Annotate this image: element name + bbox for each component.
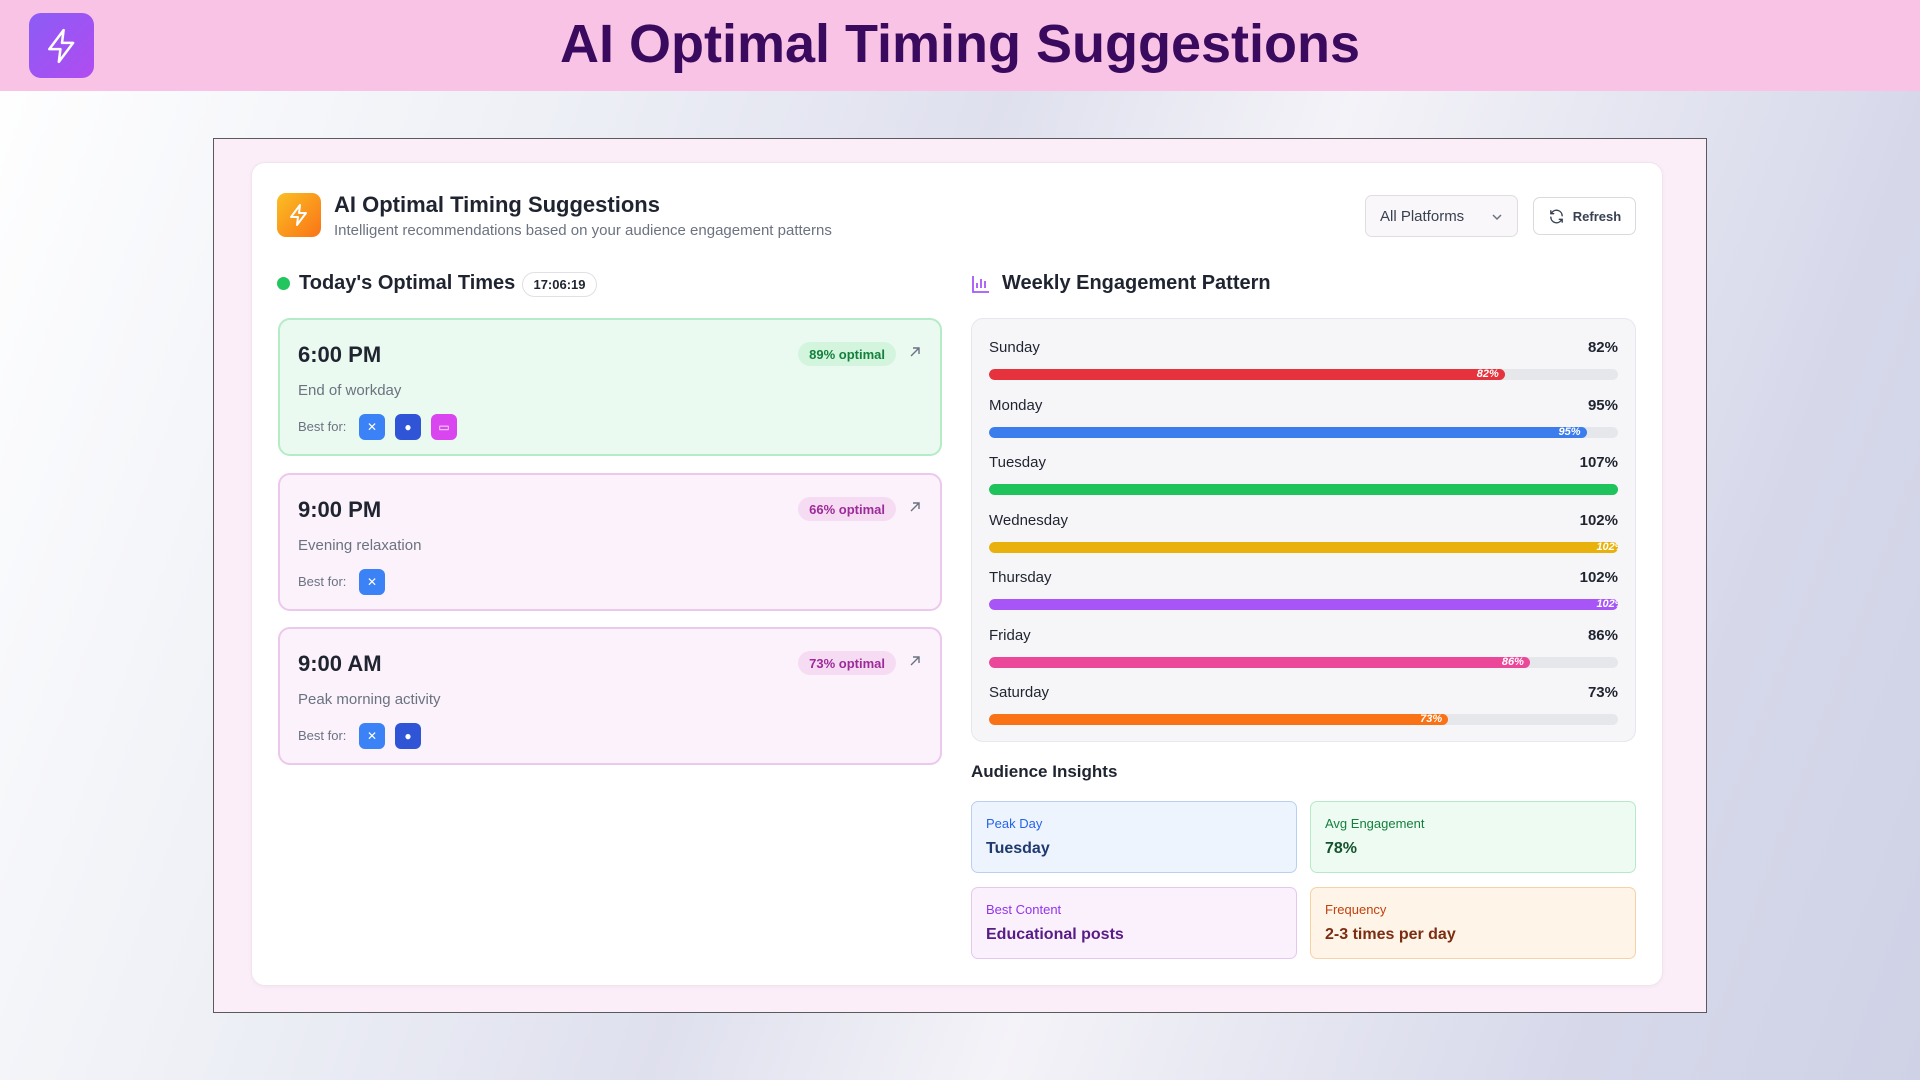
bar-track: 102% — [989, 599, 1618, 610]
bar-track: 107% — [989, 484, 1618, 495]
chart-icon — [972, 276, 989, 293]
bar: 86% — [989, 656, 1530, 668]
bar-label: 102% — [1596, 599, 1618, 610]
value-label: 107% — [1579, 454, 1618, 471]
slot-description: Peak morning activity — [298, 691, 441, 708]
slot-description: Evening relaxation — [298, 537, 422, 554]
insight-label: Frequency — [1325, 902, 1387, 917]
bar-label: 82% — [1476, 369, 1499, 380]
bar-label: 102% — [1596, 541, 1618, 553]
platform-icon: ▭ — [431, 414, 457, 440]
insight-card: Best Content Educational posts — [971, 887, 1297, 959]
platform-icon: ● — [395, 414, 421, 440]
insight-value: 2-3 times per day — [1325, 926, 1456, 943]
chevron — [1492, 214, 1502, 221]
clock: 17:06:19 — [522, 272, 597, 297]
time-slot[interactable]: 9:00 AM 73% optimal Peak morning activit… — [278, 627, 942, 765]
slot-badge: 66% optimal — [798, 497, 896, 521]
bar: 102% — [989, 599, 1618, 610]
day-label: Sunday — [989, 339, 1040, 356]
refresh-icon — [1549, 209, 1563, 223]
day-label: Thursday — [989, 569, 1052, 586]
value-label: 82% — [1587, 339, 1618, 356]
logo-icon — [47, 28, 74, 63]
insight-card: Peak Day Tuesday — [971, 801, 1297, 873]
value-label: 102% — [1579, 511, 1618, 529]
dropdown-label: All Platforms — [1380, 207, 1465, 225]
insight-value: Tuesday — [986, 840, 1050, 857]
panel-icon — [277, 193, 321, 237]
insight-card: Avg Engagement 78% — [1310, 801, 1636, 873]
trend-arrow — [910, 347, 920, 357]
value-label: 86% — [1587, 626, 1618, 644]
insight-label: Best Content — [986, 902, 1062, 917]
insight-value: 78% — [1325, 840, 1358, 857]
bar: 82% — [989, 369, 1505, 380]
best-for-label: Best for: — [298, 574, 347, 589]
trend-arrow — [910, 656, 920, 666]
insight-label: Avg Engagement — [1325, 816, 1425, 831]
bolt-icon — [290, 204, 307, 226]
day-label: Friday — [989, 626, 1031, 644]
page-title: AI Optimal Timing Suggestions — [559, 14, 1361, 74]
insights-title: Audience Insights — [971, 762, 1118, 781]
trend-arrow — [910, 502, 920, 512]
chart-title: Weekly Engagement Pattern — [1002, 272, 1271, 294]
slot-time: 6:00 PM — [298, 342, 382, 367]
bar-track: 95% — [989, 426, 1618, 438]
slot-time: 9:00 PM — [298, 497, 382, 522]
slot-time: 9:00 AM — [298, 651, 382, 676]
section-title: Today's Optimal Times — [299, 272, 516, 294]
insight-label: Peak Day — [986, 816, 1043, 831]
insight-value: Educational posts — [986, 926, 1124, 943]
bar: 73% — [989, 714, 1449, 725]
bar: 95% — [989, 426, 1587, 438]
top-bar — [0, 0, 1920, 91]
bar: 102% — [989, 541, 1618, 553]
platform-icon: ● — [395, 723, 421, 749]
panel-subtitle: Intelligent recommendations based on you… — [334, 222, 832, 239]
refresh-label: Refresh — [1572, 208, 1622, 224]
day-label: Monday — [989, 396, 1043, 414]
refresh-button[interactable]: Refresh — [1533, 197, 1636, 235]
platform-icon: ✕ — [359, 569, 385, 595]
bar-track: 73% — [989, 714, 1618, 725]
chart-container: Sunday 82% 82% Monday 95% 95% Tuesday 107% 107% W… — [971, 318, 1636, 742]
day-label: Tuesday — [989, 454, 1046, 471]
value-label: 102% — [1579, 569, 1618, 586]
time-slot[interactable]: 9:00 PM 66% optimal Evening relaxation B… — [278, 473, 942, 611]
bar: 107% — [989, 484, 1618, 495]
platform-icon: ✕ — [359, 723, 385, 749]
bar-label: 73% — [1420, 714, 1443, 725]
insight-card: Frequency 2-3 times per day — [1310, 887, 1636, 959]
status-dot — [277, 277, 290, 290]
panel-title: AI Optimal Timing Suggestions — [334, 192, 660, 217]
platform-icon: ✕ — [359, 414, 385, 440]
day-label: Saturday — [989, 684, 1050, 701]
slot-badge: 89% optimal — [798, 342, 896, 366]
bar-track: 82% — [989, 369, 1618, 380]
bar-label: 86% — [1501, 656, 1524, 668]
app-logo[interactable] — [29, 13, 94, 78]
value-label: 73% — [1587, 684, 1618, 701]
bar-track: 102% — [989, 541, 1618, 553]
best-for-label: Best for: — [298, 419, 347, 434]
bar-track: 86% — [989, 656, 1618, 668]
slot-badge: 73% optimal — [798, 651, 896, 675]
day-label: Wednesday — [989, 511, 1068, 529]
value-label: 95% — [1587, 396, 1618, 414]
best-for-label: Best for: — [298, 728, 347, 743]
platform-dropdown[interactable]: All Platforms — [1365, 195, 1518, 237]
slot-description: End of workday — [298, 382, 402, 399]
time-slot[interactable]: 6:00 PM 89% optimal End of workday Best … — [278, 318, 942, 456]
bar-label: 95% — [1558, 426, 1581, 438]
